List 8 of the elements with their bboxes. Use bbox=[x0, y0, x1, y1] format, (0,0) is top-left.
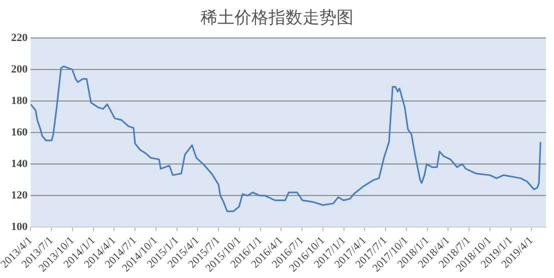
chart-title: 稀土价格指数走势图 bbox=[200, 7, 354, 29]
y-tick-label: 100 bbox=[11, 220, 28, 233]
y-tick-label: 160 bbox=[11, 126, 28, 138]
y-tick-label: 180 bbox=[11, 94, 28, 107]
y-tick-label: 220 bbox=[11, 32, 28, 44]
y-tick-label: 120 bbox=[11, 189, 28, 202]
y-tick-label: 200 bbox=[11, 63, 28, 76]
y-tick-label: 140 bbox=[11, 158, 28, 170]
